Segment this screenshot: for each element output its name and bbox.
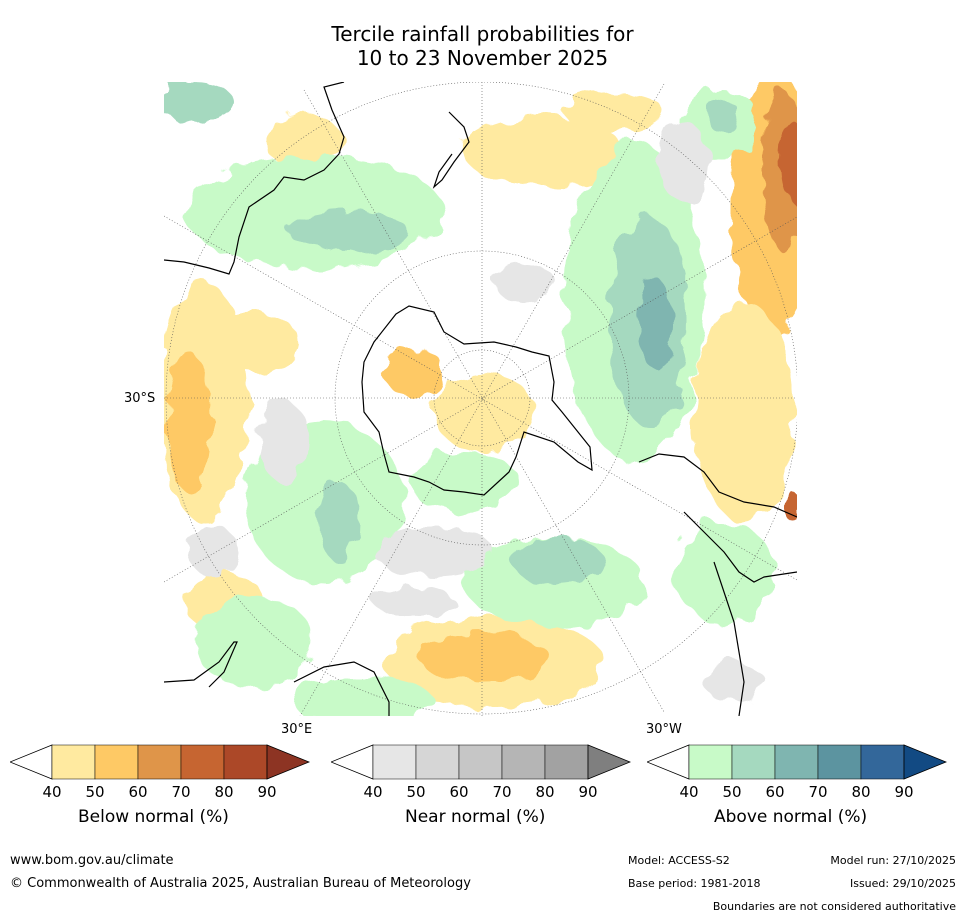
model-run-text: Model run: 27/10/2025 — [830, 854, 956, 867]
colorbar-bin — [223, 744, 268, 780]
south-america-coastline — [638, 453, 797, 518]
colorbar-above-normal — [645, 744, 948, 784]
colorbar-tick-label: 50 — [722, 783, 742, 801]
colorbar-left-extension — [8, 744, 53, 780]
lat-label-30s: 30°S — [124, 391, 156, 406]
colorbar-tick-label: 60 — [765, 783, 785, 801]
colorbar-below-normal — [8, 744, 311, 784]
antarctica-coastline — [361, 305, 593, 496]
colorbar-left-extension — [329, 744, 374, 780]
colorbar-above-label: Above normal (%) — [714, 807, 868, 827]
colorbar-tick-label: 40 — [42, 783, 62, 801]
issued-text: Issued: 29/10/2025 — [849, 877, 956, 890]
colorbar-right-extension — [587, 744, 632, 780]
title-line-1: Tercile rainfall probabilities for — [331, 22, 634, 46]
graticule — [164, 82, 797, 716]
colorbar-tick-label: 50 — [85, 783, 105, 801]
copyright-text: © Commonwealth of Australia 2025, Austra… — [10, 876, 471, 891]
colorbar-left-extension — [645, 744, 690, 780]
probability-fields — [164, 82, 797, 716]
colorbar-tick-label: 80 — [535, 783, 555, 801]
website-link[interactable]: www.bom.gov.au/climate — [10, 853, 174, 868]
lon-label-30w: 30°W — [646, 722, 682, 737]
colorbar-near-normal — [329, 744, 632, 784]
colorbar-bin — [458, 744, 503, 780]
colorbar-bin — [94, 744, 139, 780]
colorbar-tick-label: 90 — [894, 783, 914, 801]
colorbar-tick-label: 70 — [492, 783, 512, 801]
colorbar-tick-label: 90 — [257, 783, 277, 801]
base-period-text: Base period: 1981-2018 — [628, 877, 761, 890]
title-line-2: 10 to 23 November 2025 — [356, 46, 609, 70]
colorbar-bin — [501, 744, 546, 780]
rainfall-probability-map — [164, 82, 797, 716]
colorbar-bin — [688, 744, 733, 780]
disclaimer-text: Boundaries are not considered authoritat… — [712, 900, 956, 913]
southern-africa-coastline — [164, 641, 238, 688]
colorbar-tick-label: 60 — [128, 783, 148, 801]
colorbar-tick-label: 80 — [214, 783, 234, 801]
colorbar-tick-label: 70 — [808, 783, 828, 801]
colorbar-right-extension — [266, 744, 311, 780]
map-title: Tercile rainfall probabilities for 10 to… — [0, 22, 965, 70]
colorbar-bin — [774, 744, 819, 780]
coastlines — [164, 82, 797, 716]
colorbar-near-label: Near normal (%) — [405, 807, 546, 827]
colorbar-tick-label: 40 — [679, 783, 699, 801]
colorbar-bin — [180, 744, 225, 780]
colorbar-bin — [372, 744, 417, 780]
new-zealand-coastline — [432, 111, 470, 189]
model-text: Model: ACCESS-S2 — [628, 854, 730, 867]
colorbar-bin — [860, 744, 905, 780]
colorbar-tick-label: 80 — [851, 783, 871, 801]
colorbar-tick-label: 70 — [171, 783, 191, 801]
colorbar-bin — [731, 744, 776, 780]
colorbar-bin — [137, 744, 182, 780]
australia-coastline — [164, 82, 345, 275]
lon-label-30e: 30°E — [281, 722, 313, 737]
colorbar-right-extension — [903, 744, 948, 780]
colorbar-tick-label: 60 — [449, 783, 469, 801]
colorbar-bin — [51, 744, 96, 780]
colorbar-tick-label: 50 — [406, 783, 426, 801]
colorbar-bin — [415, 744, 460, 780]
colorbar-tick-label: 90 — [578, 783, 598, 801]
colorbar-below-label: Below normal (%) — [78, 807, 229, 827]
colorbar-bin — [544, 744, 589, 780]
colorbar-bin — [817, 744, 862, 780]
colorbar-tick-label: 40 — [363, 783, 383, 801]
